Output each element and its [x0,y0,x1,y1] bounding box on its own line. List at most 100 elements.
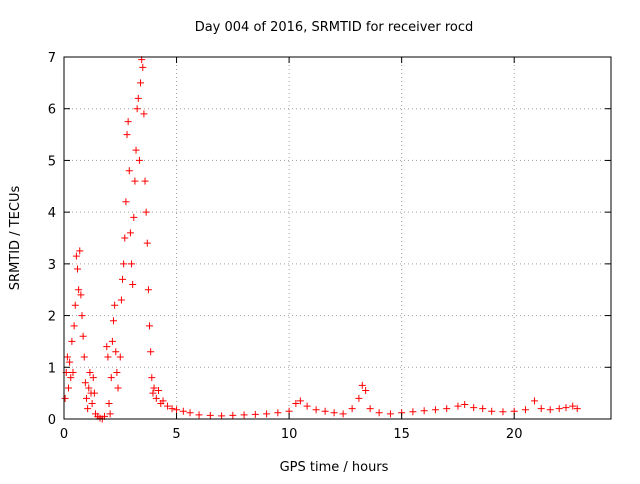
data-point-marker [499,408,507,416]
data-point-marker [125,167,133,175]
data-point-marker [251,410,259,418]
data-point-marker [454,402,462,410]
y-tick-label: 5 [48,154,56,169]
data-point-marker [80,353,88,361]
grid-lines [64,57,611,419]
chart-title: Day 004 of 2016, SRMTID for receiver roc… [195,20,474,35]
data-point-marker [274,409,282,417]
data-point-marker [362,387,370,395]
data-point-marker [83,394,91,402]
data-point-marker [128,260,136,268]
data-point-marker [470,404,478,412]
axis-ticks [63,56,611,420]
data-point-marker [110,317,118,325]
axis-tick-labels: 0 5 10 15 20 0 1 2 3 4 5 6 7 [48,51,523,442]
data-point-marker [75,286,83,294]
data-point-marker [573,405,581,413]
data-point-marker [159,397,167,405]
data-point-marker [105,399,113,407]
y-tick-label: 1 [48,361,56,376]
data-point-marker [355,394,363,402]
data-point-marker [104,353,112,361]
y-tick-label: 6 [48,103,56,118]
y-tick-label: 3 [48,258,56,273]
data-point-marker [168,405,176,413]
data-point-marker [90,389,98,397]
data-point-marker [107,374,115,382]
data-point-marker [72,252,80,260]
data-point-marker [117,296,125,304]
data-point-marker [74,265,82,273]
data-point-marker [84,405,92,413]
data-point-marker [164,402,172,410]
data-point-marker [229,411,237,419]
data-point-marker [135,156,143,164]
data-point-marker [120,260,128,268]
data-point-marker [339,410,347,418]
data-point-marker [147,348,155,356]
x-tick-label: 10 [281,427,298,442]
data-point-marker [69,368,77,376]
data-point-marker [137,79,145,87]
data-point-marker [88,399,96,407]
data-point-marker [132,146,140,154]
y-tick-label: 2 [48,310,56,325]
data-point-marker [81,379,89,387]
data-point-marker [121,234,129,242]
data-point-marker [179,407,187,415]
data-point-marker [140,110,148,118]
data-point-marker [420,407,428,415]
data-point-marker [240,411,248,419]
data-point-marker [144,286,152,294]
data-point-marker [85,384,93,392]
data-point-marker [71,301,79,309]
y-tick-label: 0 [48,413,56,428]
data-point-marker [530,397,538,405]
data-point-marker [303,402,311,410]
data-point-marker [348,405,356,413]
data-point-marker [130,213,138,221]
x-tick-label: 15 [393,427,410,442]
data-point-marker [321,407,329,415]
data-point-marker [61,394,69,402]
data-point-marker [65,384,73,392]
x-tick-label: 20 [506,427,523,442]
y-tick-label: 7 [48,51,56,66]
data-point-marker [114,384,122,392]
data-point-marker [77,291,85,299]
data-point-marker [126,229,134,237]
data-point-marker [76,247,84,255]
data-point-marker [79,332,87,340]
data-point-marker [113,368,121,376]
data-point-marker [386,410,394,418]
data-point-marker [366,405,374,413]
data-point-marker [139,63,147,71]
data-point-marker [106,410,114,418]
data-point-marker [150,384,158,392]
data-point-marker [292,399,300,407]
data-point-marker [555,405,563,413]
plot-frame [63,56,612,420]
data-point-marker [143,239,151,247]
data-point-marker [537,405,545,413]
data-point-marker [330,409,338,417]
data-point-marker [116,353,124,361]
data-point-marker [461,401,469,409]
data-point-marker [152,394,160,402]
data-point-marker [218,412,226,420]
data-point-marker [443,405,451,413]
data-point-marker [78,312,86,320]
data-point-marker [70,322,78,330]
data-point-marker [129,281,137,289]
data-point-marker [409,408,417,416]
data-point-marker [186,409,194,417]
data-point-marker [119,275,127,283]
data-point-marker [562,404,570,412]
data-point-marker [124,118,132,126]
data-point-marker [149,389,157,397]
data-point-marker [68,337,76,345]
data-point-marker [141,177,149,185]
data-point-marker [263,410,271,418]
x-tick-label: 5 [172,427,180,442]
